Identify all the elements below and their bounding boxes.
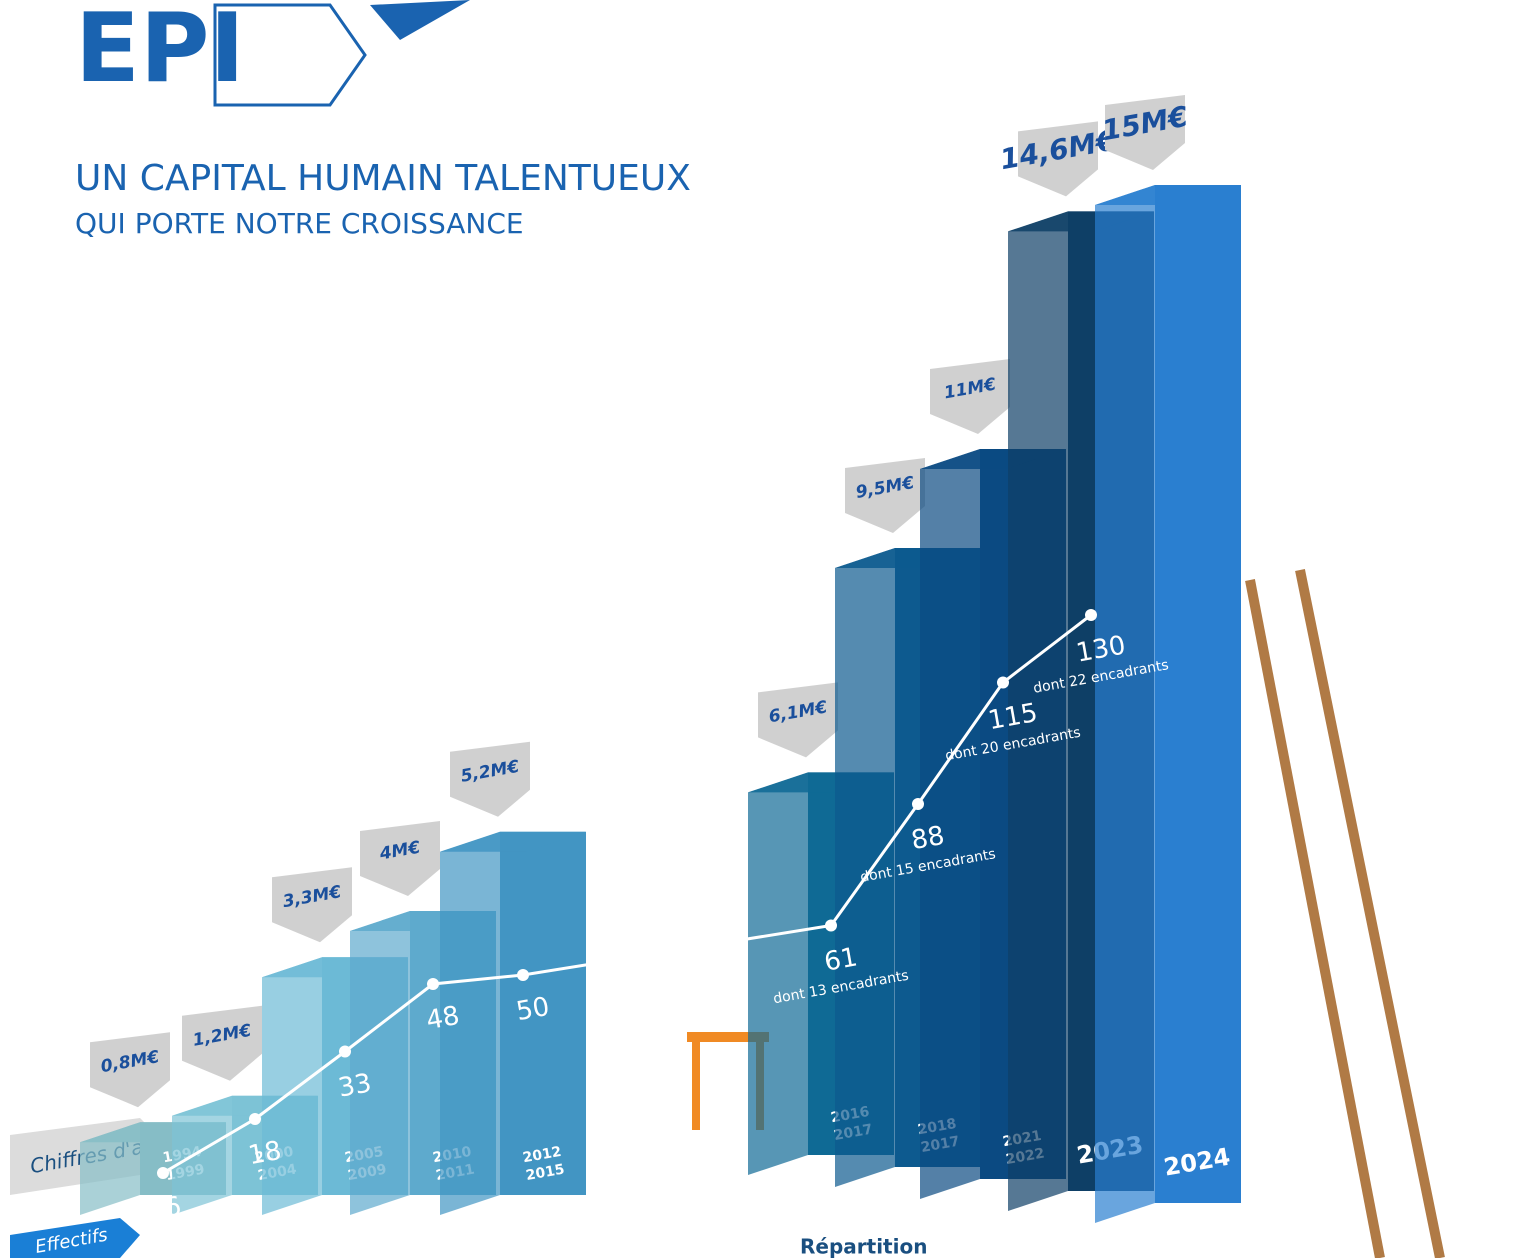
bar-top <box>1095 185 1241 205</box>
bar-side <box>350 911 410 1215</box>
headcount-point <box>427 978 439 990</box>
ladder <box>1245 569 1445 1258</box>
headcount-label: 6 <box>162 1191 184 1223</box>
chart-subtitle: QUI PORTE NOTRE CROISSANCE <box>75 207 524 240</box>
headcount-point <box>912 798 924 810</box>
revenue-callout <box>930 359 1010 434</box>
ladder-rail <box>1295 569 1445 1258</box>
headcount-point <box>249 1113 261 1125</box>
logo-text: EPI <box>75 0 245 104</box>
stool-leg <box>692 1042 700 1130</box>
bar-side <box>440 831 500 1215</box>
bar-side <box>1095 185 1155 1223</box>
headcount-label: 48 <box>424 1001 462 1036</box>
bar-side <box>920 449 980 1199</box>
revenue-callout <box>360 821 440 896</box>
revenue-callout <box>758 682 838 758</box>
logo: EPI <box>75 0 470 107</box>
headcount-label: 88 <box>909 821 947 856</box>
revenue-callout <box>845 458 925 533</box>
bar-side <box>748 772 808 1175</box>
bar-side <box>80 1122 140 1215</box>
footer-label: Répartition <box>800 1235 927 1258</box>
bar-top <box>440 831 586 852</box>
revenue-callout <box>1018 121 1098 197</box>
bar <box>500 831 586 1195</box>
bar-side <box>1008 211 1068 1211</box>
logo-shape <box>370 0 470 40</box>
x-tick-label: 2012 <box>522 1144 563 1167</box>
headcount-point <box>1085 609 1097 621</box>
revenue-callout <box>1105 95 1185 170</box>
headcount-point <box>157 1167 169 1179</box>
headcount-tag <box>10 1218 140 1258</box>
bar <box>1155 185 1241 1203</box>
headcount-label: 18 <box>246 1136 284 1171</box>
headcount-label: 61 <box>822 942 860 977</box>
revenue-callout <box>90 1032 170 1108</box>
headcount-point <box>339 1045 351 1058</box>
stool-top <box>687 1032 769 1042</box>
headcount-point <box>517 969 529 981</box>
headcount-point <box>997 676 1009 689</box>
headcount-label: 33 <box>336 1068 374 1103</box>
x-tick-label: 2015 <box>525 1162 566 1185</box>
bar-side <box>835 548 895 1187</box>
bar-side <box>262 957 322 1215</box>
bar-group: 15M€2024 <box>1095 95 1241 1223</box>
logo-frame <box>213 3 367 107</box>
headcount-point <box>825 919 837 932</box>
headcount-label: 50 <box>514 992 552 1027</box>
bar-side <box>172 1095 232 1215</box>
chart-title: UN CAPITAL HUMAIN TALENTUEUX <box>75 158 691 199</box>
revenue-callout <box>450 741 530 817</box>
revenue-callout <box>272 867 352 943</box>
revenue-callout <box>182 1005 262 1081</box>
ladder-rail <box>1245 579 1385 1258</box>
